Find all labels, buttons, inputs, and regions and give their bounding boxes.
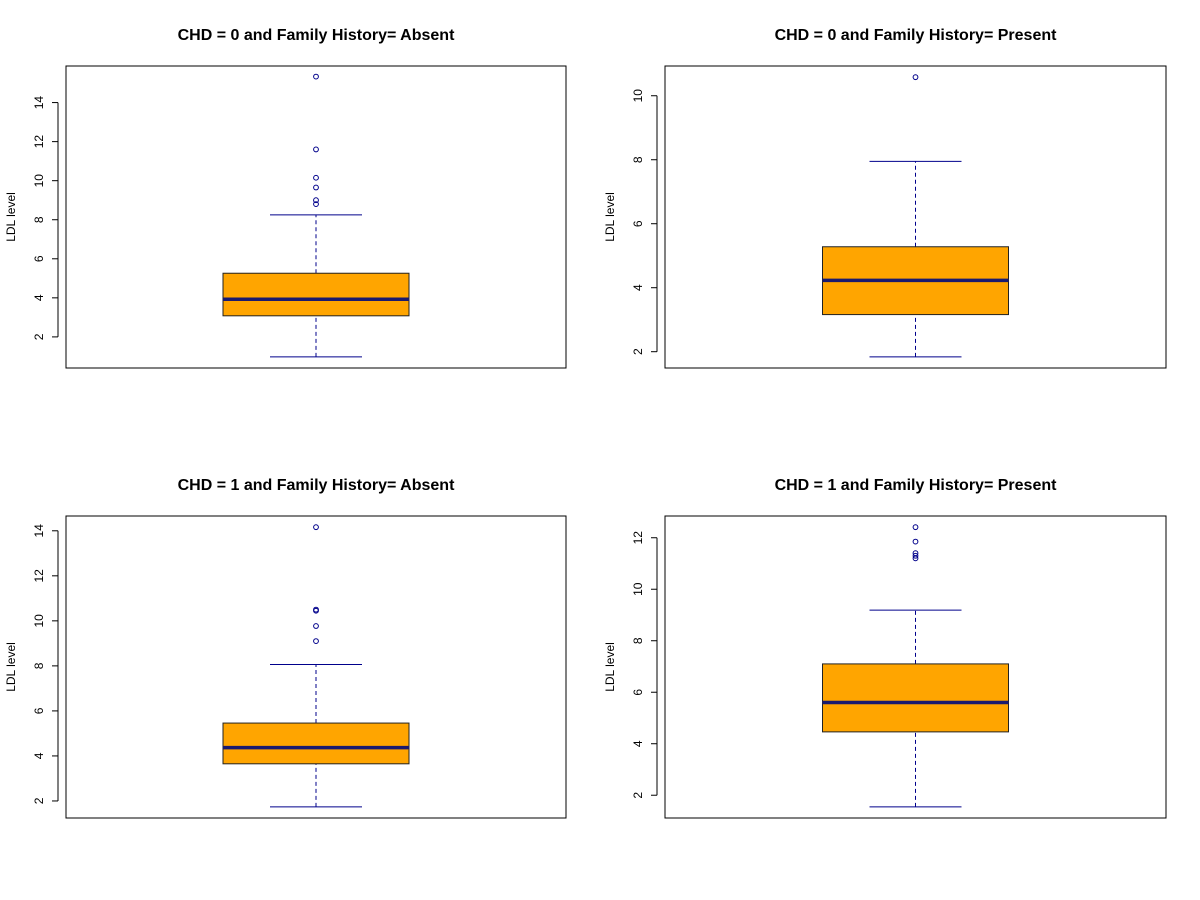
y-tick-label: 8 bbox=[32, 662, 46, 669]
y-tick-label: 6 bbox=[631, 220, 645, 227]
outlier-point bbox=[912, 524, 919, 531]
chart-title: CHD = 0 and Family History= Absent bbox=[178, 27, 455, 44]
y-tick-label: 2 bbox=[631, 792, 645, 799]
y-axis-label: LDL level bbox=[4, 642, 18, 692]
y-tick-label: 6 bbox=[631, 689, 645, 696]
outlier-point bbox=[313, 73, 319, 80]
outlier-point bbox=[313, 201, 319, 208]
outlier-point bbox=[313, 524, 319, 531]
y-tick-label: 4 bbox=[32, 752, 46, 759]
iqr-box bbox=[222, 272, 410, 317]
outlier-point bbox=[313, 606, 319, 613]
outlier-point bbox=[912, 550, 919, 557]
y-tick-label: 14 bbox=[32, 96, 46, 110]
chart-title: CHD = 1 and Family History= Absent bbox=[178, 477, 455, 494]
panel-3: CHD = 1 and Family History= Absent 2 4 6 8 10… bbox=[4, 477, 567, 819]
chart-title: CHD = 0 and Family History= Present bbox=[775, 27, 1058, 44]
y-tick-label: 12 bbox=[631, 531, 645, 545]
panel-2: CHD = 0 and Family History= Present 2 4 6 8 1… bbox=[603, 27, 1167, 369]
y-axis-label: LDL level bbox=[4, 192, 18, 242]
y-tick-label: 4 bbox=[32, 294, 46, 301]
y-tick-label: 10 bbox=[32, 614, 46, 628]
y-tick-label: 8 bbox=[631, 637, 645, 644]
outlier-point bbox=[912, 538, 919, 545]
y-tick-label: 6 bbox=[32, 255, 46, 262]
y-tick-label: 6 bbox=[32, 707, 46, 714]
outlier-point bbox=[313, 197, 319, 204]
y-tick-label: 8 bbox=[631, 156, 645, 163]
chart-title: CHD = 1 and Family History= Present bbox=[775, 477, 1058, 494]
outlier-point bbox=[313, 146, 319, 153]
y-tick-label: 4 bbox=[631, 740, 645, 747]
y-tick-label: 10 bbox=[631, 582, 645, 596]
iqr-box bbox=[822, 663, 1009, 733]
outlier-point bbox=[313, 184, 319, 191]
iqr-box bbox=[222, 722, 410, 765]
y-tick-label: 10 bbox=[631, 89, 645, 103]
panel-4: CHD = 1 and Family History= Present 2 4 6 8 1… bbox=[603, 477, 1167, 819]
y-tick-label: 10 bbox=[32, 174, 46, 188]
outlier-point bbox=[313, 623, 319, 629]
plot-frame bbox=[664, 65, 1167, 369]
y-tick-label: 2 bbox=[32, 797, 46, 804]
plot-frame bbox=[65, 515, 567, 819]
y-tick-label: 4 bbox=[631, 284, 645, 291]
panel-1: CHD = 0 and Family History= Absent 2 4 6 8 10… bbox=[4, 27, 567, 369]
outlier-point bbox=[912, 552, 919, 559]
y-tick-label: 2 bbox=[32, 333, 46, 340]
outlier-point bbox=[912, 74, 919, 81]
y-tick-label: 12 bbox=[32, 135, 46, 149]
y-tick-label: 14 bbox=[32, 524, 46, 538]
y-tick-label: 8 bbox=[32, 216, 46, 223]
y-tick-label: 12 bbox=[32, 569, 46, 583]
y-axis-label: LDL level bbox=[603, 192, 617, 242]
plot-frame bbox=[664, 515, 1167, 819]
y-tick-label: 2 bbox=[631, 348, 645, 355]
plot-frame bbox=[65, 65, 567, 369]
outlier-point bbox=[313, 174, 319, 181]
y-axis-label: LDL level bbox=[603, 642, 617, 692]
outlier-point bbox=[313, 638, 319, 645]
